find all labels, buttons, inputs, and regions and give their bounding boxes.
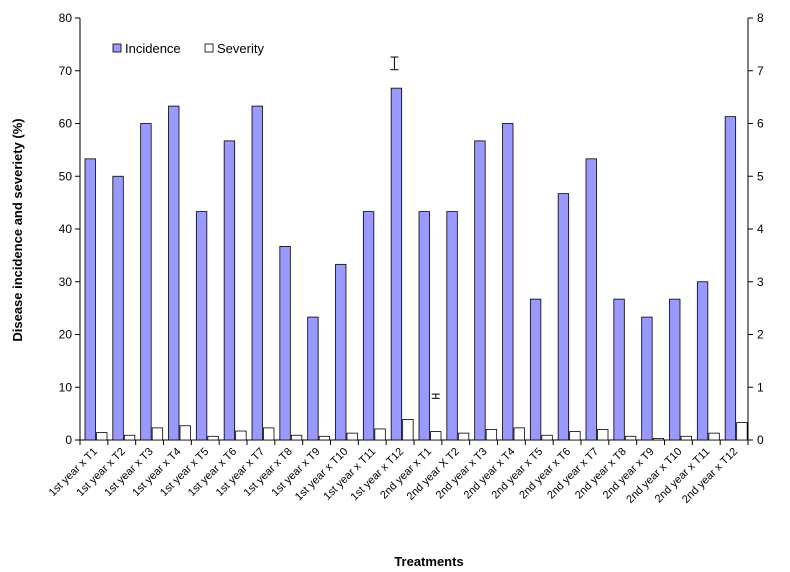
severity-bar — [318, 435, 331, 441]
y-tick-label-right: 0 — [757, 433, 764, 447]
incidence-bar — [613, 298, 625, 441]
y-axis-title: Disease incidence and severiety (%) — [10, 118, 25, 341]
y-tick-label-right: 5 — [757, 169, 764, 183]
incidence-bar — [335, 263, 347, 441]
y-tick-label-left: 60 — [59, 117, 73, 131]
severity-bar — [457, 432, 470, 441]
y-tick-label-right: 7 — [757, 64, 764, 78]
severity-bar — [736, 422, 748, 441]
incidence-bar — [84, 158, 96, 441]
bars — [84, 87, 748, 441]
severity-bar — [123, 434, 136, 441]
incidence-bar — [474, 140, 486, 441]
severity-bar — [485, 429, 498, 441]
incidence-bar — [279, 246, 291, 441]
incidence-bar — [641, 316, 653, 441]
severity-bar — [652, 438, 665, 441]
severity-bar — [541, 434, 553, 441]
severity-bar — [290, 434, 303, 441]
incidence-bar — [390, 87, 403, 441]
severity-bar — [374, 428, 386, 441]
severity-bar — [430, 431, 442, 441]
incidence-bar — [557, 193, 570, 441]
severity-bar — [597, 429, 609, 441]
incidence-bar — [307, 316, 319, 441]
severity-bar — [624, 435, 637, 441]
incidence-bar — [724, 116, 737, 441]
y-tick-label-right: 4 — [757, 222, 764, 236]
y-tick-label-left: 0 — [65, 433, 72, 447]
y-tick-label-left: 40 — [59, 222, 73, 236]
incidence-bar — [529, 298, 542, 441]
incidence-bar — [418, 211, 430, 441]
severity-bar — [96, 432, 108, 441]
y-tick-label-right: 2 — [757, 328, 764, 342]
incidence-bar — [223, 140, 236, 441]
y-tick-label-left: 30 — [59, 275, 73, 289]
incidence-bar — [251, 105, 263, 441]
incidence-bar — [112, 175, 124, 441]
y-tick-label-right: 3 — [757, 275, 764, 289]
y-tick-label-right: 1 — [757, 380, 764, 394]
incidence-bar — [362, 211, 375, 441]
legend-label-severity: Severity — [217, 41, 264, 56]
severity-bar — [569, 431, 581, 441]
severity-bar — [680, 435, 692, 441]
severity-bar — [402, 419, 414, 441]
severity-bar — [179, 425, 191, 441]
severity-bar — [346, 432, 358, 441]
legend-swatch-incidence — [112, 43, 122, 53]
severity-bar — [708, 432, 720, 441]
incidence-bar — [140, 123, 152, 441]
legend-swatch-severity — [204, 43, 214, 53]
y-tick-label-left: 50 — [59, 169, 73, 183]
incidence-bar — [696, 281, 709, 441]
severity-bar — [151, 427, 164, 441]
y-tick-label-right: 8 — [757, 11, 764, 25]
y-tick-label-left: 70 — [59, 64, 73, 78]
severity-bar — [263, 427, 275, 441]
severity-bar — [513, 427, 525, 441]
x-axis-title: Treatments — [394, 554, 463, 569]
y-axis-left: 0 10 20 30 40 50 60 70 80 — [59, 11, 81, 447]
incidence-bar — [195, 211, 208, 441]
y-tick-label-left: 80 — [59, 11, 73, 25]
incidence-bar — [446, 211, 458, 441]
incidence-bar — [669, 298, 681, 441]
y-tick-label-right: 6 — [757, 117, 764, 131]
severity-bar — [207, 435, 219, 441]
legend: Incidence Severity — [112, 41, 264, 56]
incidence-bar — [585, 158, 597, 441]
y-tick-label-left: 20 — [59, 328, 73, 342]
legend-label-incidence: Incidence — [125, 41, 181, 56]
y-tick-label-left: 10 — [59, 380, 73, 394]
severity-bar — [235, 430, 247, 441]
y-axis-right: 0 1 2 3 4 5 6 7 8 — [747, 11, 764, 447]
incidence-bar — [502, 123, 514, 441]
error-bars — [390, 56, 440, 399]
incidence-bar — [168, 105, 180, 441]
